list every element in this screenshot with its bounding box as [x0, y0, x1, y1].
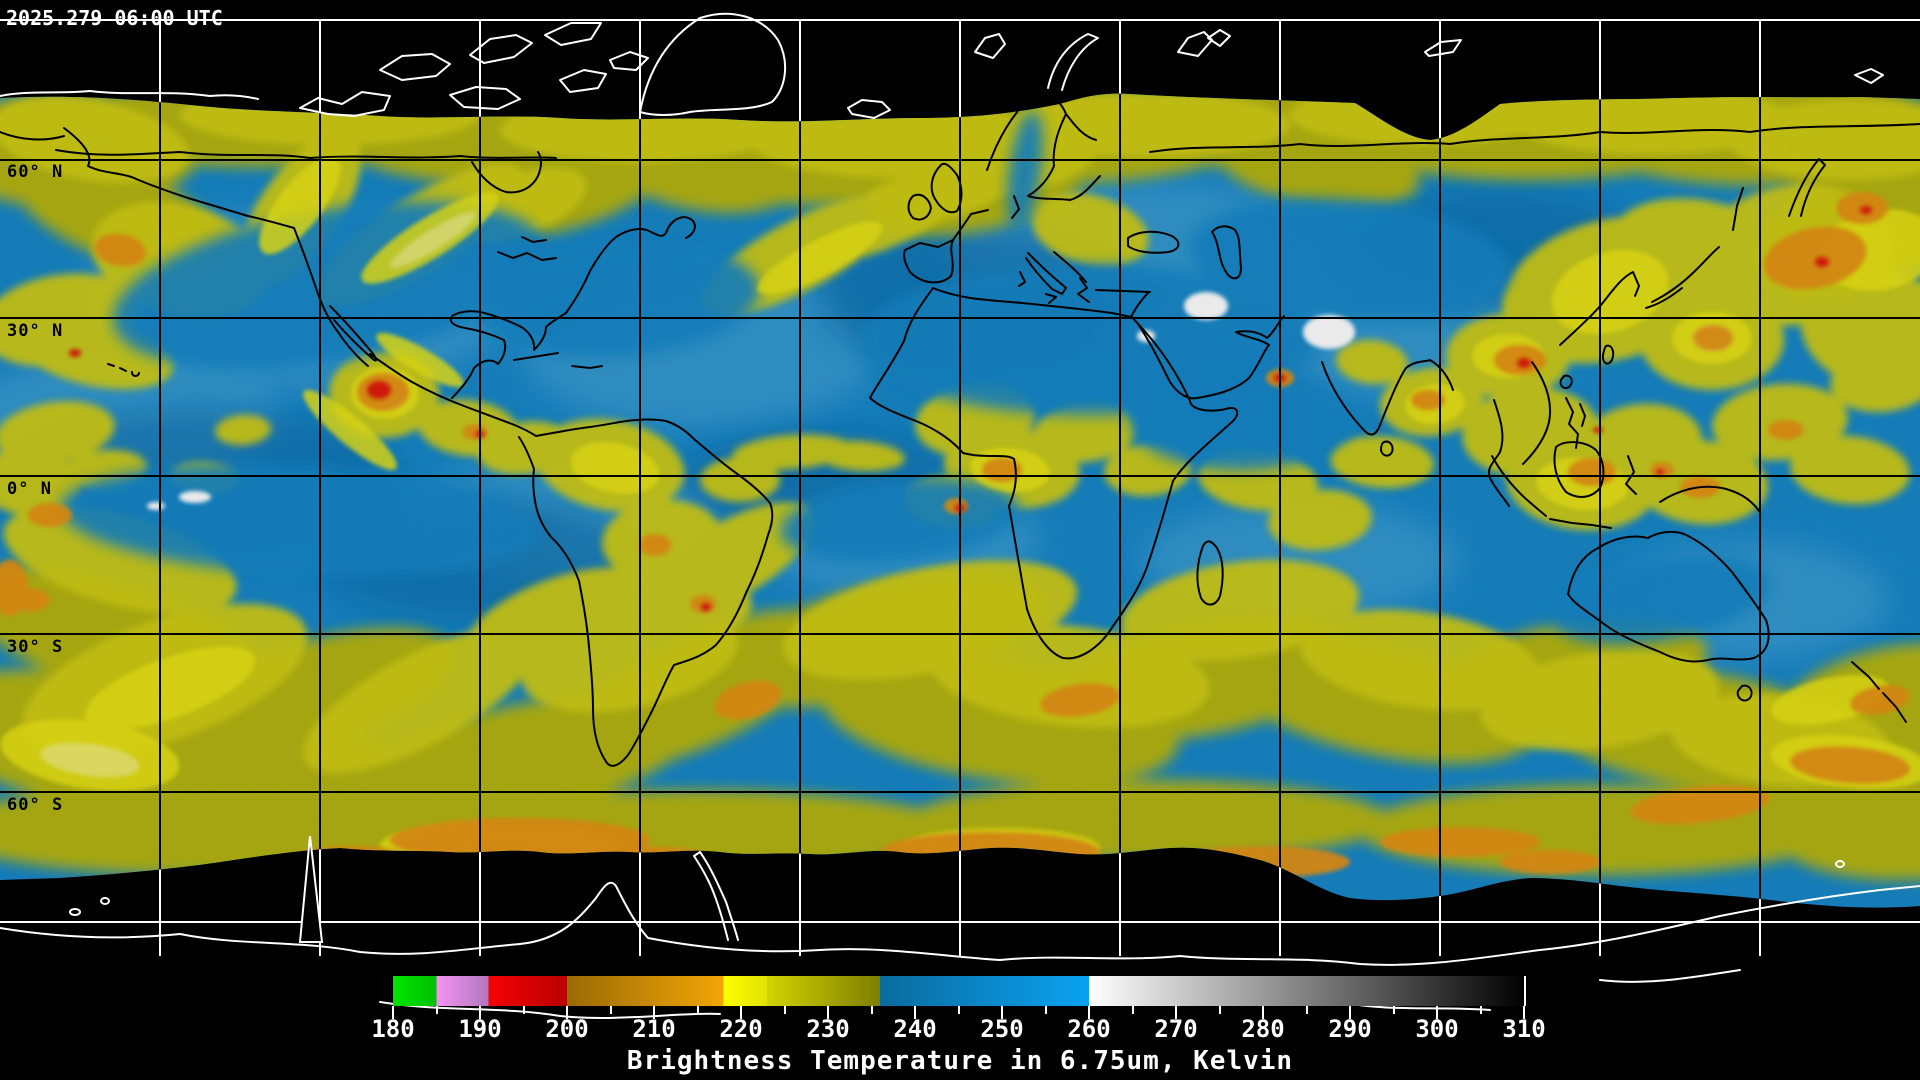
coast-severnaya-zemlya: [1177, 29, 1231, 57]
coastlines-over-data: [0, 93, 1920, 767]
scan-gap-wedge: [298, 835, 324, 943]
coast-svalbard: [974, 33, 1006, 59]
coast-siberia: [0, 90, 259, 100]
latitude-label: 30° N: [7, 321, 64, 341]
latitude-label: 60° S: [7, 795, 64, 815]
coastlines-over-space: [0, 12, 1920, 1019]
latitude-label: 0° N: [7, 479, 52, 499]
coast-iceland: [847, 99, 891, 119]
grid-lines-data: [0, 93, 1920, 908]
latitude-label: 30° S: [7, 637, 64, 657]
coast-greenland: [639, 12, 787, 116]
coast-antarctic-peninsula: [693, 851, 739, 941]
coast-antarctica: [0, 881, 1920, 966]
latitude-label: 60° N: [7, 162, 64, 182]
coast-novaya-zemlya: [1047, 33, 1099, 91]
timestamp: 2025.279 06:00 UTC: [6, 6, 223, 30]
coast-arctic-islands: [1424, 39, 1884, 84]
coast-canadian-archipelago: [299, 22, 649, 117]
